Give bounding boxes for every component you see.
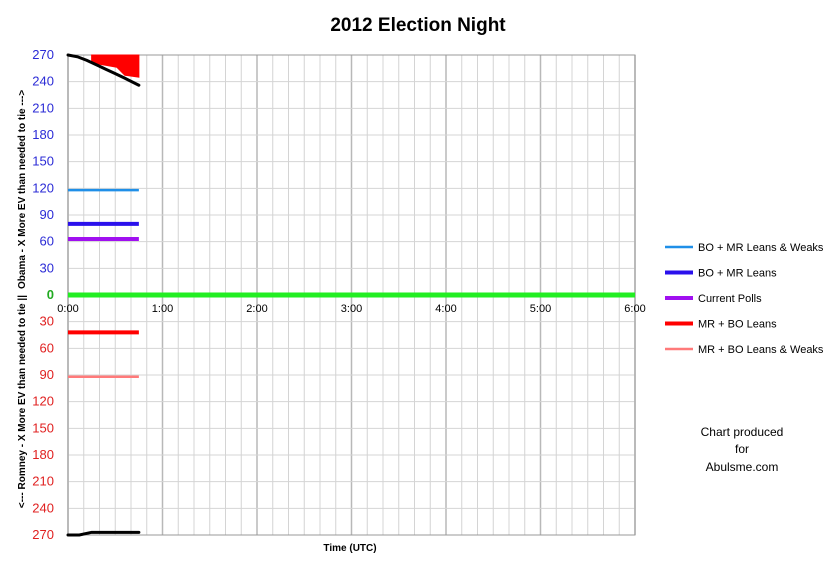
x-tick-label: 0:00 — [57, 303, 78, 315]
credit-block: Chart produced for Abulsme.com — [701, 425, 784, 474]
x-tick-label: 2:00 — [246, 303, 267, 315]
x-tick-labels: 0:00 1:00 2:00 3:00 4:00 5:00 6:00 — [57, 303, 645, 315]
y-tick-label-positive: 30 — [40, 260, 54, 275]
y-tick-label-positive: 270 — [32, 47, 54, 62]
legend-entry-label: BO + MR Leans & Weaks — [698, 242, 824, 254]
credit-line-1: Chart produced — [701, 425, 784, 439]
y-axis-label-bottom: <--- Romney - X More EV than needed to t… — [17, 295, 28, 508]
y-tick-label-positive: 60 — [40, 234, 54, 249]
y-tick-label-negative: 180 — [32, 447, 54, 462]
y-tick-label-zero: 0 — [47, 287, 54, 302]
credit-line-2: for — [735, 442, 749, 456]
y-axis-label-group: <--- Romney - X More EV than needed to t… — [17, 90, 28, 508]
x-tick-label: 3:00 — [341, 303, 362, 315]
credit-line-3: Abulsme.com — [706, 460, 779, 474]
legend-entry-label: MR + BO Leans & Weaks — [698, 344, 824, 356]
y-tick-label-negative: 90 — [40, 367, 54, 382]
x-tick-label: 1:00 — [152, 303, 173, 315]
x-tick-label: 5:00 — [530, 303, 551, 315]
y-tick-label-negative: 240 — [32, 500, 54, 515]
legend-entry-label: BO + MR Leans — [698, 268, 777, 280]
y-tick-label-negative: 120 — [32, 394, 54, 409]
y-tick-label-negative: 210 — [32, 474, 54, 489]
y-tick-label-negative: 150 — [32, 420, 54, 435]
y-tick-label-positive: 90 — [40, 207, 54, 222]
y-tick-label-positive: 240 — [32, 74, 54, 89]
y-tick-label-negative: 270 — [32, 527, 54, 542]
chart-title: 2012 Election Night — [330, 15, 506, 36]
y-tick-label-positive: 210 — [32, 100, 54, 115]
x-axis-label: Time (UTC) — [323, 543, 376, 554]
lower-envelope-line — [66, 530, 141, 537]
legend: BO + MR Leans & Weaks BO + MR Leans Curren… — [665, 242, 824, 356]
x-tick-label: 6:00 — [624, 303, 645, 315]
y-tick-label-positive: 150 — [32, 154, 54, 169]
y-tick-labels: 270 240 210 180 150 120 90 60 30 0 30 60 90 120 150 180… — [32, 47, 54, 542]
y-axis-label-top: Obama - X More EV than needed to tie ---… — [17, 90, 28, 289]
legend-entry-label: Current Polls — [698, 293, 762, 305]
y-tick-label-negative: 60 — [40, 340, 54, 355]
y-tick-label-positive: 180 — [32, 127, 54, 142]
y-tick-label-positive: 120 — [32, 180, 54, 195]
series-lines — [66, 53, 635, 537]
y-tick-label-negative: 30 — [40, 314, 54, 329]
legend-entry-label: MR + BO Leans — [698, 319, 777, 331]
x-tick-label: 4:00 — [435, 303, 456, 315]
upper-envelope-line — [66, 53, 141, 87]
